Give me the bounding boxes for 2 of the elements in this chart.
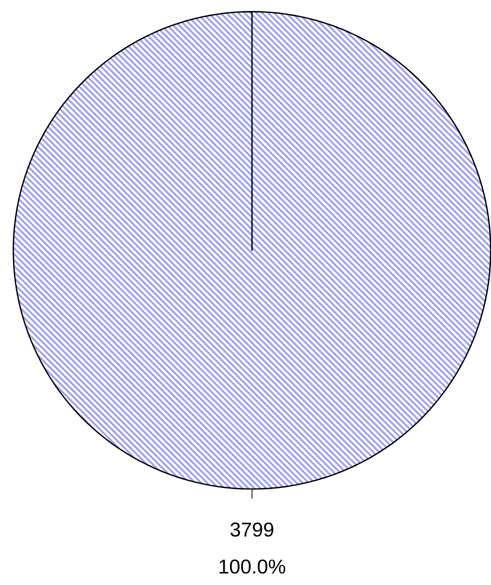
text: 100.0% [219, 559, 286, 574]
data-label: 3799 [230, 522, 274, 537]
